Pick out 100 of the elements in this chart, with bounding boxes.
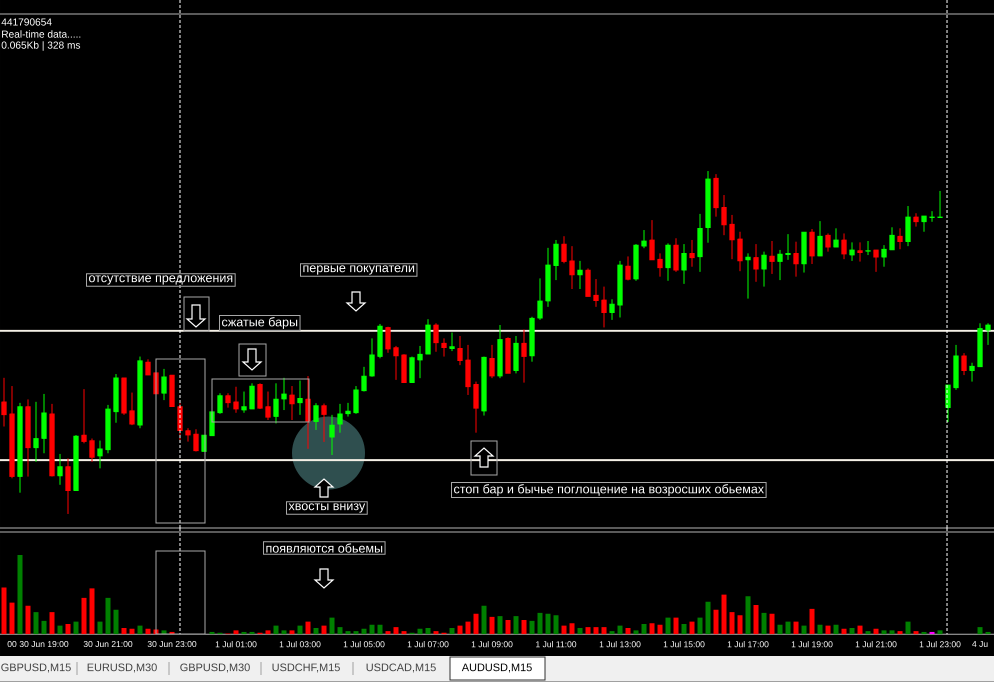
candlestick: [385, 326, 391, 354]
bar: [698, 618, 703, 634]
candlestick: [265, 391, 271, 420]
bar: [594, 627, 599, 634]
candlestick: [665, 242, 671, 282]
bar: [850, 628, 855, 634]
bar: [602, 627, 607, 634]
bar: [578, 628, 583, 634]
text: USDCHF,M15: [272, 663, 340, 673]
bar: [490, 616, 495, 634]
bar: [82, 598, 87, 634]
candlestick: [233, 386, 239, 414]
bar: [306, 622, 311, 634]
bar: [730, 612, 735, 634]
candlestick: [337, 403, 343, 434]
bar: [50, 612, 55, 634]
bar: [706, 602, 711, 634]
x-tick-label: 1 Jul 11:00: [536, 641, 576, 648]
bar: [370, 624, 375, 634]
bar: [450, 628, 455, 634]
candlestick: [881, 244, 887, 268]
bar: [570, 623, 575, 634]
bar: [658, 624, 663, 634]
candlestick: [737, 231, 743, 272]
bar: [546, 614, 551, 634]
candlestick: [913, 212, 919, 228]
bar: [978, 627, 983, 634]
bar: [650, 623, 655, 634]
candlestick: [361, 366, 367, 392]
candlestick: [785, 234, 791, 260]
candlestick: [625, 256, 631, 281]
candlestick: [729, 214, 735, 260]
x-tick-label: 1 Jul 23:00: [920, 641, 961, 648]
bar: [866, 631, 871, 634]
candlestick: [353, 386, 359, 414]
bar: [2, 588, 6, 634]
candlestick: [297, 380, 303, 416]
bar: [818, 624, 823, 634]
annotation: хвосты внизу: [288, 503, 366, 513]
bar: [722, 594, 727, 634]
x-tick-label: 00: [8, 641, 16, 648]
candlestick: [553, 239, 559, 281]
candlestick: [873, 249, 879, 272]
candlestick: [929, 210, 935, 222]
bar: [810, 608, 815, 634]
candlestick: [537, 278, 543, 320]
bar: [10, 602, 15, 634]
candlestick: [721, 194, 727, 236]
candlestick: [321, 403, 327, 442]
candlestick: [217, 392, 223, 414]
bar: [842, 628, 847, 634]
candlestick: [97, 440, 103, 469]
bar: [666, 618, 671, 634]
candlestick: [833, 228, 839, 248]
candlestick: [1, 377, 7, 428]
bar: [138, 626, 143, 634]
candlestick: [809, 228, 815, 264]
text: AUDUSD,M15: [462, 663, 532, 673]
candlestick: [185, 428, 191, 442]
candlestick: [313, 402, 319, 430]
bar: [514, 616, 519, 634]
bar: [346, 631, 351, 634]
text: появляются обьемы: [266, 543, 382, 553]
candlestick: [369, 338, 375, 378]
candlestick: [921, 215, 927, 232]
bar: [338, 627, 343, 634]
bar: [122, 628, 127, 634]
candlestick: [593, 278, 599, 308]
bar: [58, 626, 62, 634]
x-tick-label: 1 Jul 09:00: [472, 641, 513, 648]
candlestick: [777, 249, 783, 281]
candlestick: [33, 401, 39, 462]
bar: [690, 622, 695, 634]
candlestick: [225, 392, 231, 408]
bar: [354, 631, 359, 634]
text: 441790654: [2, 18, 52, 26]
bar: [674, 618, 679, 634]
candlestick: [441, 338, 447, 358]
bar: [106, 598, 111, 634]
candlestick: [417, 345, 423, 379]
candlestick: [569, 246, 575, 290]
bar: [330, 618, 335, 634]
x-tick-label: 1 Jul 15:00: [664, 641, 705, 648]
bar: [34, 612, 38, 634]
candlestick: [841, 232, 847, 260]
x-tick-label: 4 Ju: [972, 641, 988, 647]
candlestick: [793, 241, 799, 278]
bar: [434, 631, 439, 634]
bar: [826, 626, 831, 634]
bar: [498, 616, 503, 634]
x-tick-label: 1 Jul 03:00: [280, 641, 321, 648]
candlestick: [681, 244, 687, 284]
x-tick-label: 1 Jul 13:00: [600, 641, 641, 648]
candlestick: [329, 414, 335, 456]
candlestick: [345, 402, 351, 418]
candlestick: [769, 240, 775, 274]
candlestick: [561, 236, 567, 264]
bar: [754, 604, 759, 634]
bar: [274, 626, 279, 634]
bar: [26, 606, 30, 634]
